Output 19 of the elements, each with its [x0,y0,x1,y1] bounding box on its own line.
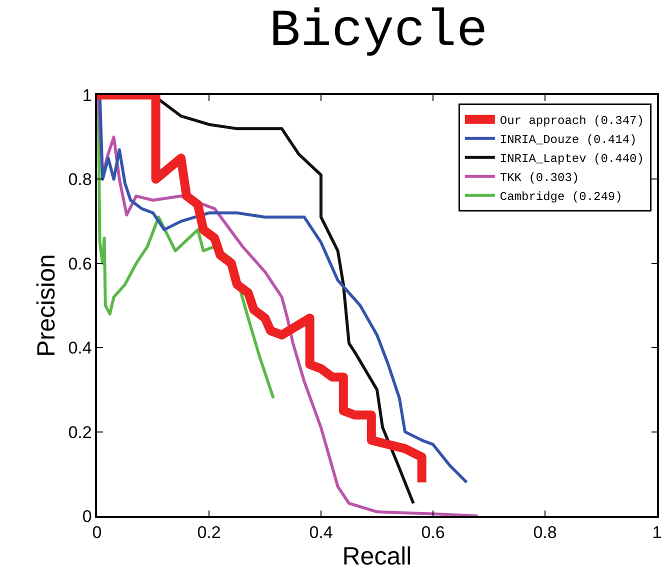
x-axis-title: Recall [342,542,412,571]
y-tick-label: 1 [82,86,92,105]
legend-label: TKK (0.303) [500,171,580,186]
x-tick-label: 0.6 [421,523,445,542]
legend-label: INRIA_Douze (0.414) [500,133,637,148]
legend-label: INRIA_Laptev (0.440) [500,152,644,166]
y-tick-label: 0.6 [68,254,92,274]
x-tick-label: 0.2 [197,523,221,542]
y-axis-title: Precision [32,254,60,357]
y-tick-label: 0 [82,506,92,526]
y-tick-label: 0.2 [68,422,92,442]
x-tick-label: 0.8 [533,523,557,542]
y-tick-label: 0.4 [68,338,92,358]
legend-label: Our approach (0.347) [500,114,644,128]
y-tick-label: 0.8 [68,170,92,190]
x-tick-label: 1 [652,523,662,542]
x-tick-label: 0.4 [309,523,333,542]
chart-title: Bicycle [269,2,488,62]
legend-label: Cambridge (0.249) [500,190,622,204]
